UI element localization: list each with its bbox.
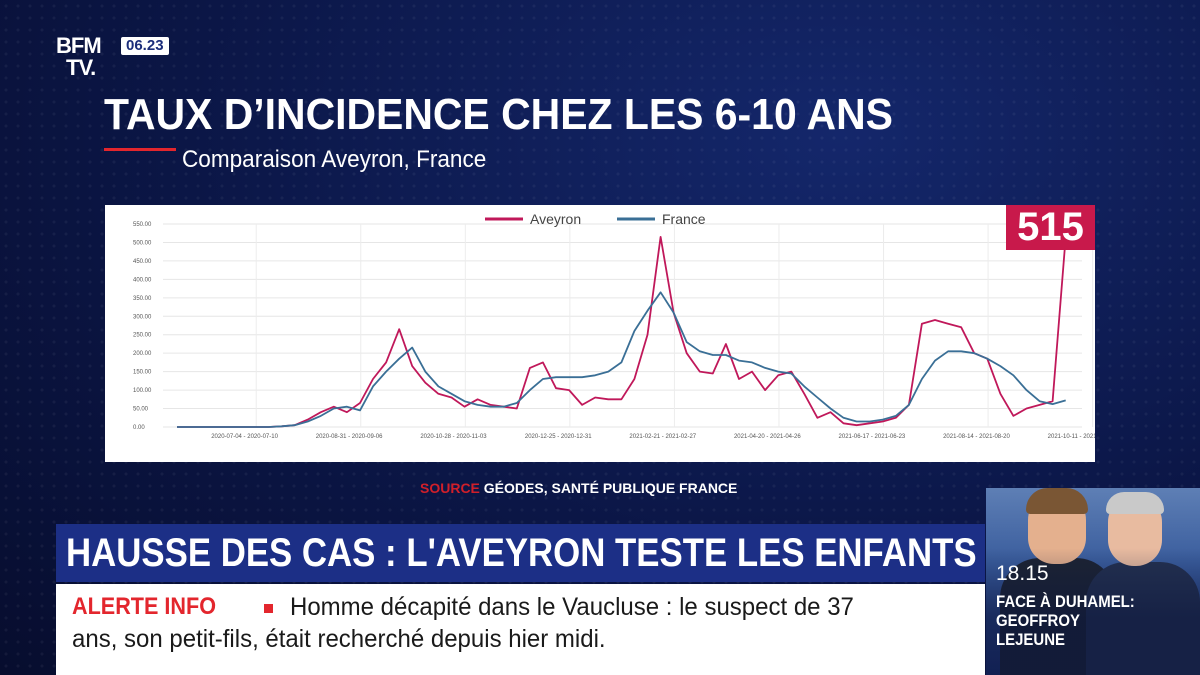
x-tick-label: 2021-08-14 - 2021-08-20	[943, 434, 1010, 440]
source-text: GÉODES, SANTÉ PUBLIQUE FRANCE	[483, 480, 738, 496]
alert-info-label: ALERTE INFO	[72, 593, 216, 620]
chart-panel: 0.00 50.00 100.00 150.00 200.00 250.00 300.00 3…	[105, 205, 1095, 462]
chart-title: TAUX D’INCIDENCE CHEZ LES 6-10 ANS	[104, 90, 893, 139]
x-tick-label: 2021-06-17 - 2021-06-23	[839, 434, 906, 440]
legend-label-aveyron: Aveyron	[530, 211, 581, 227]
y-tick-label: 550.00	[133, 222, 152, 228]
logo-line1: BFM	[56, 33, 102, 58]
x-tick-label: 2020-10-28 - 2020-11-03	[420, 434, 487, 440]
logo-line2: TV.	[66, 55, 96, 80]
program-title-line3: LEJEUNE	[996, 630, 1066, 649]
program-time: 18.15	[996, 562, 1049, 585]
y-tick-label: 250.00	[133, 333, 152, 339]
bfmtv-logo: BFM TV.	[56, 35, 120, 79]
source-credit: SOURCE GÉODES, SANTÉ PUBLIQUE FRANCE	[420, 479, 737, 497]
y-tick-label: 500.00	[133, 240, 152, 246]
program-inset: 18.15 FACE À DUHAMEL: GEOFFROY LEJEUNE	[986, 488, 1200, 675]
presenter-2-hair	[1106, 492, 1164, 514]
inset-shade	[986, 548, 1200, 675]
value-badge: 515	[1006, 205, 1095, 250]
series-line-france	[177, 291, 1066, 428]
source-label: SOURCE	[420, 480, 480, 496]
y-tick-label: 300.00	[133, 314, 152, 320]
chart-subtitle: Comparaison Aveyron, France	[182, 146, 487, 173]
y-tick-label: 200.00	[133, 351, 152, 357]
alert-text-line2: ans, son petit-fils, était recherché dep…	[72, 625, 606, 653]
title-accent-line	[104, 148, 176, 151]
program-title: FACE À DUHAMEL: GEOFFROY LEJEUNE	[996, 592, 1198, 649]
y-tick-label: 400.00	[133, 277, 152, 283]
breaking-news-ticker: ALERTE INFO Homme décapité dans le Vaucl…	[56, 584, 985, 675]
x-tick-label: 2021-10-11 - 2021-10-17	[1048, 434, 1095, 440]
y-tick-label: 450.00	[133, 259, 152, 265]
x-tick-label: 2021-04-20 - 2021-04-26	[734, 434, 801, 440]
x-tick-label: 2020-12-25 - 2020-12-31	[525, 434, 592, 440]
clock: 06.23	[121, 37, 169, 55]
alert-text-line1: Homme décapité dans le Vaucluse : le sus…	[290, 593, 854, 621]
alert-square-icon	[264, 604, 273, 613]
y-tick-label: 50.00	[133, 407, 149, 413]
y-tick-label: 350.00	[133, 296, 152, 302]
program-title-line2: GEOFFROY	[996, 611, 1080, 630]
headline-banner: HAUSSE DES CAS : L'AVEYRON TESTE LES ENF…	[56, 524, 985, 582]
legend-label-france: France	[662, 211, 706, 227]
x-tick-label: 2020-07-04 - 2020-07-10	[211, 434, 278, 440]
headline-text: HAUSSE DES CAS : L'AVEYRON TESTE LES ENF…	[66, 531, 977, 575]
incidence-chart: 0.00 50.00 100.00 150.00 200.00 250.00 300.00 3…	[133, 211, 1095, 440]
series-line-aveyron	[177, 235, 1067, 428]
y-tick-label: 0.00	[133, 425, 145, 431]
x-tick-label: 2020-08-31 - 2020-09-06	[316, 434, 383, 440]
y-tick-label: 150.00	[133, 370, 152, 376]
presenter-1-hair	[1026, 488, 1088, 514]
x-tick-label: 2021-02-21 - 2021-02-27	[629, 434, 696, 440]
program-title-line1: FACE À DUHAMEL:	[996, 592, 1135, 611]
y-tick-label: 100.00	[133, 388, 152, 394]
